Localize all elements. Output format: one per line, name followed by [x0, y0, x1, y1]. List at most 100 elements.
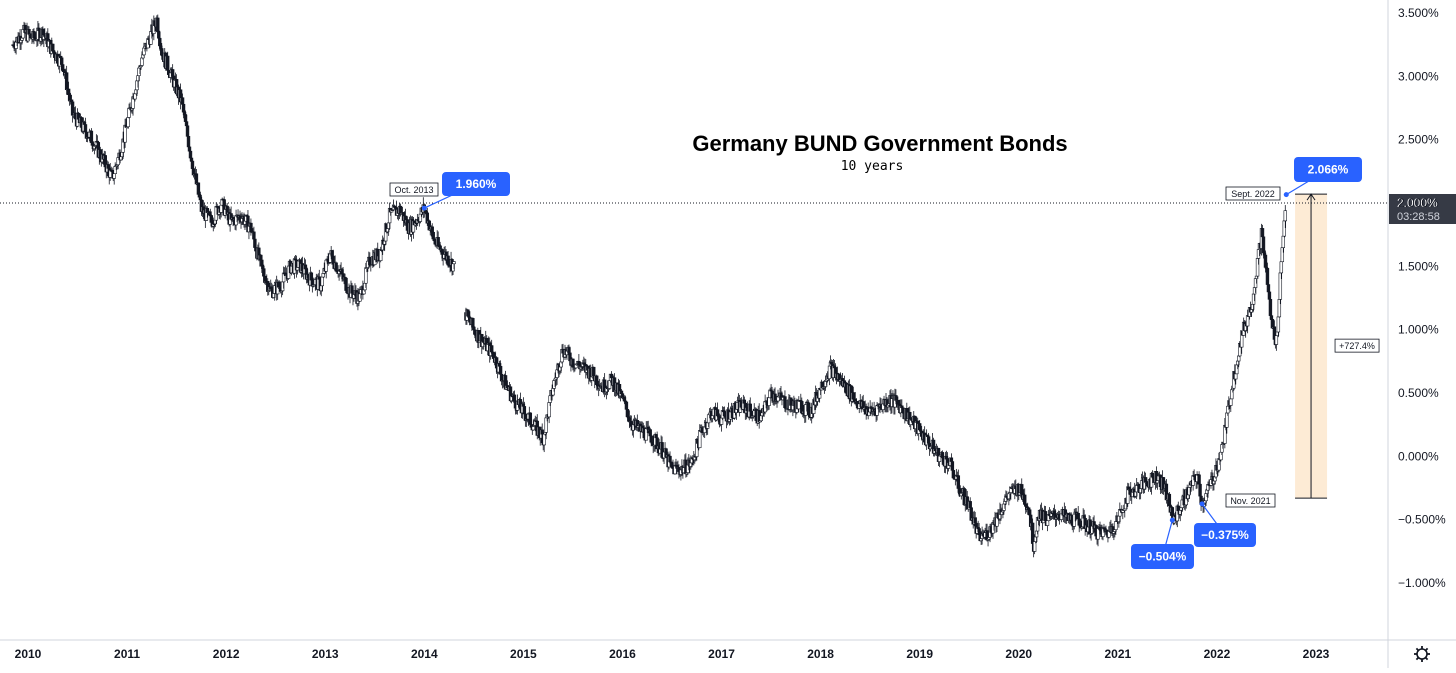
x-tick-label: 2010 — [15, 647, 42, 661]
x-tick-label: 2014 — [411, 647, 438, 661]
range-measure-label-box — [1334, 338, 1380, 353]
candle-body — [1229, 398, 1233, 406]
candle-body — [1114, 521, 1118, 530]
y-tick-label: 0.000% — [1398, 449, 1439, 463]
candle-body — [165, 55, 170, 71]
candles — [11, 14, 1287, 558]
candle-body — [471, 318, 475, 328]
y-tick-label: 3.500% — [1398, 6, 1439, 20]
x-tick-label: 2017 — [708, 647, 735, 661]
x-tick-label: 2015 — [510, 647, 537, 661]
candle-body — [295, 267, 300, 271]
candle-body — [767, 397, 771, 406]
y-tick-label: −1.000% — [1398, 576, 1446, 590]
candle-body — [1266, 284, 1271, 293]
x-tick-label: 2021 — [1104, 647, 1131, 661]
callout-box — [1194, 523, 1256, 547]
candle-body — [531, 426, 535, 431]
callout-point — [1169, 517, 1175, 523]
callout-label: 1.960% — [456, 177, 497, 191]
callout-label: −0.504% — [1139, 550, 1187, 564]
candle-body — [609, 373, 614, 379]
candle-body — [1279, 261, 1284, 274]
current-price-label: 2.000% — [1397, 196, 1438, 210]
time-axis: 2010 2011 2012 2013 2014 2015 2016 2017 2018 2019… — [15, 647, 1330, 661]
candle-body — [112, 173, 116, 179]
candle-body — [698, 430, 702, 448]
date-label: Sept. 2022 — [1231, 189, 1275, 199]
candle-body — [624, 401, 629, 410]
candle-body — [1276, 316, 1281, 333]
candle-body — [126, 117, 130, 128]
callout-point — [421, 205, 427, 211]
callouts: 1.960% 2.066% −0.504% −0.375% — [421, 157, 1362, 569]
range-measure-label: +727.4% — [1339, 341, 1375, 351]
current-price-countdown: 03:28:58 — [1397, 211, 1440, 223]
range-measure-arrow — [1306, 193, 1316, 201]
candle-body — [1234, 373, 1238, 380]
candle-body — [133, 93, 137, 100]
x-tick-label: 2011 — [114, 647, 140, 661]
y-tick-label: 2.000% — [1398, 196, 1439, 210]
callout-label: 2.066% — [1308, 163, 1349, 177]
candle-body — [1281, 235, 1286, 248]
date-label-box — [389, 182, 439, 197]
date-label-box — [1225, 186, 1281, 201]
candle-body — [320, 276, 324, 287]
candle-body — [968, 501, 972, 508]
price-axis: 3.500% 3.000% 2.500% 2.000% 1.500% 1.000% 0.50… — [1398, 6, 1446, 590]
y-tick-label: 1.500% — [1398, 259, 1439, 273]
callout-box — [1294, 157, 1362, 182]
candle-body — [1045, 520, 1050, 526]
candle-body — [1283, 210, 1287, 222]
current-price-line: 2.000%03:28:58 — [0, 194, 1456, 224]
x-tick-label: 2012 — [213, 647, 240, 661]
x-tick-label: 2018 — [807, 647, 834, 661]
candle-body — [1274, 335, 1279, 345]
candle-body — [1245, 315, 1250, 327]
candle-body — [309, 272, 314, 281]
date-label: Nov. 2021 — [1230, 496, 1270, 506]
chart-title: Germany BUND Government Bonds — [692, 131, 1067, 156]
candle-body — [60, 64, 65, 71]
x-tick-label: 2023 — [1303, 647, 1330, 661]
candle-body — [1167, 493, 1172, 507]
candle-body — [186, 136, 191, 148]
x-tick-label: 2022 — [1204, 647, 1231, 661]
date-label: Oct. 2013 — [394, 185, 433, 195]
chart-subtitle: 10 years — [841, 159, 904, 174]
candle-body — [619, 390, 624, 395]
candle-body — [1268, 299, 1273, 316]
callout-box — [442, 172, 510, 196]
candle-body — [797, 400, 801, 410]
callout-box — [1131, 544, 1194, 569]
candle-body — [452, 261, 456, 265]
date-label-box — [1225, 493, 1276, 508]
candle-body — [512, 394, 517, 402]
candle-body — [542, 433, 546, 446]
candle-body — [773, 393, 777, 402]
x-tick-label: 2013 — [312, 647, 339, 661]
current-price-badge — [1389, 194, 1456, 224]
callout-label: −0.375% — [1201, 528, 1249, 542]
y-tick-label: −0.500% — [1398, 513, 1446, 527]
y-tick-label: 0.500% — [1398, 386, 1439, 400]
candle-body — [59, 57, 64, 65]
date-labels: Oct. 2013 Sept. 2022 Nov. 2021 — [389, 182, 1281, 508]
candle-body — [446, 255, 450, 266]
callout-point — [1283, 192, 1289, 198]
x-tick-label: 2020 — [1005, 647, 1032, 661]
candle-body — [188, 150, 193, 159]
x-tick-label: 2019 — [906, 647, 933, 661]
gear-icon[interactable] — [1414, 646, 1430, 662]
y-tick-label: 3.000% — [1398, 69, 1439, 83]
y-tick-label: 1.000% — [1398, 323, 1439, 337]
callout-point — [1199, 501, 1205, 507]
candle-body — [956, 475, 961, 489]
y-tick-label: 2.500% — [1398, 133, 1439, 147]
range-measure: +727.4% — [1295, 193, 1380, 499]
candle-body — [259, 254, 263, 261]
candle-body — [51, 43, 55, 52]
